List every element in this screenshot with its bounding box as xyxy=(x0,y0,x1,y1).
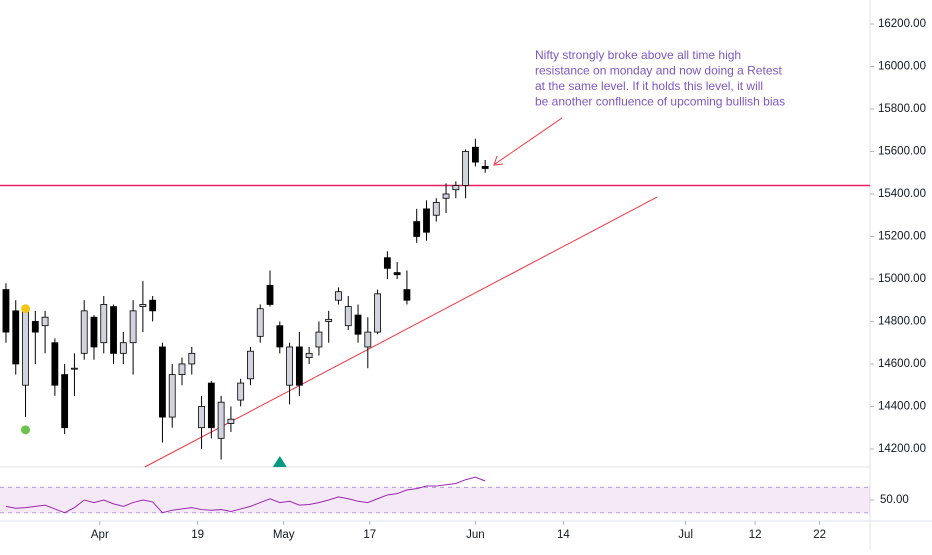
candle-body xyxy=(2,289,10,333)
x-tick-label: May xyxy=(273,529,295,541)
candle-body xyxy=(481,165,489,169)
y-tick-label: 15200.00 xyxy=(878,231,926,243)
candle-body xyxy=(462,151,470,186)
candle-body xyxy=(227,418,235,424)
annotation-text: be another confluence of upcoming bullis… xyxy=(535,95,785,109)
y-tick-label: 14800.00 xyxy=(878,315,926,327)
candle-body xyxy=(305,352,313,358)
annotation-text: resistance on monday and now doing a Ret… xyxy=(535,64,782,78)
candle-body xyxy=(354,314,362,335)
arrow-line xyxy=(494,117,563,165)
x-tick-label: Apr xyxy=(91,529,109,541)
candle-body xyxy=(129,310,137,344)
candle-body xyxy=(295,346,303,386)
x-tick-label: 14 xyxy=(557,529,570,541)
candle-body xyxy=(432,202,440,216)
candle-body xyxy=(80,310,88,354)
candle-body xyxy=(413,221,421,237)
candle-body xyxy=(403,289,411,301)
candle-body xyxy=(139,304,147,307)
candle-body xyxy=(31,321,39,333)
x-tick-label: 17 xyxy=(363,529,376,541)
candle-body xyxy=(442,193,450,199)
candle-body xyxy=(237,382,245,401)
candle-body xyxy=(90,316,98,348)
x-tick-label: 19 xyxy=(191,529,204,541)
signal-dot xyxy=(21,304,31,314)
indicator-line xyxy=(5,476,486,514)
indicator-band xyxy=(0,487,870,513)
candle-body xyxy=(276,325,284,348)
arrow-head xyxy=(493,155,504,166)
candle-body xyxy=(266,284,274,305)
candle-body xyxy=(110,306,117,354)
y-tick-label: 15400.00 xyxy=(878,188,926,200)
candle-body xyxy=(286,346,293,386)
candle-body xyxy=(325,318,333,322)
y-tick-label: 14600.00 xyxy=(878,358,926,370)
candle-body xyxy=(374,293,381,333)
y-tick-label: 14200.00 xyxy=(878,443,926,455)
candle-body xyxy=(51,342,59,386)
candle-body xyxy=(12,310,20,365)
x-tick-label: 22 xyxy=(813,529,826,541)
candle-body xyxy=(423,208,430,233)
x-tick-label: 12 xyxy=(749,529,762,541)
candle-body xyxy=(41,316,49,327)
candle-body xyxy=(247,350,254,380)
candle-body xyxy=(168,374,176,418)
y-tick-label: 15800.00 xyxy=(878,103,926,115)
y-tick-label: 16200.00 xyxy=(878,18,926,30)
y-tick-label: 15600.00 xyxy=(878,146,926,158)
x-tick-label: Jul xyxy=(678,529,693,541)
candle-body xyxy=(71,367,78,370)
candle-body xyxy=(452,185,460,191)
candle-body xyxy=(217,401,225,439)
y2-tick-label: 50.00 xyxy=(880,494,909,506)
signal-triangle xyxy=(272,456,287,467)
annotation-text: Nifty strongly broke above all time high xyxy=(535,48,741,62)
candle-body xyxy=(335,291,342,301)
candle-body xyxy=(188,352,196,365)
y-tick-label: 15000.00 xyxy=(878,273,926,285)
candle-body xyxy=(149,299,157,312)
candle-body xyxy=(119,342,127,354)
y-tick-label: 14400.00 xyxy=(878,400,926,412)
y-tick-label: 16000.00 xyxy=(878,61,926,73)
candle-body xyxy=(344,306,352,327)
candle-body xyxy=(393,272,401,276)
annotation-text: at the same level. If it holds this leve… xyxy=(535,79,763,93)
candle-body xyxy=(256,308,264,337)
candle-body xyxy=(159,346,166,418)
candle-body xyxy=(178,363,186,375)
candle-body xyxy=(198,406,205,429)
candle-body xyxy=(364,331,372,348)
candle-body xyxy=(315,331,323,348)
candle-body xyxy=(61,374,69,429)
candle-body xyxy=(207,382,215,429)
candle-body xyxy=(22,310,29,386)
signal-dot xyxy=(21,425,31,435)
candle-body xyxy=(100,304,108,344)
x-tick-label: Jun xyxy=(466,529,485,541)
candle-body xyxy=(383,257,391,269)
candle-body xyxy=(471,146,479,163)
